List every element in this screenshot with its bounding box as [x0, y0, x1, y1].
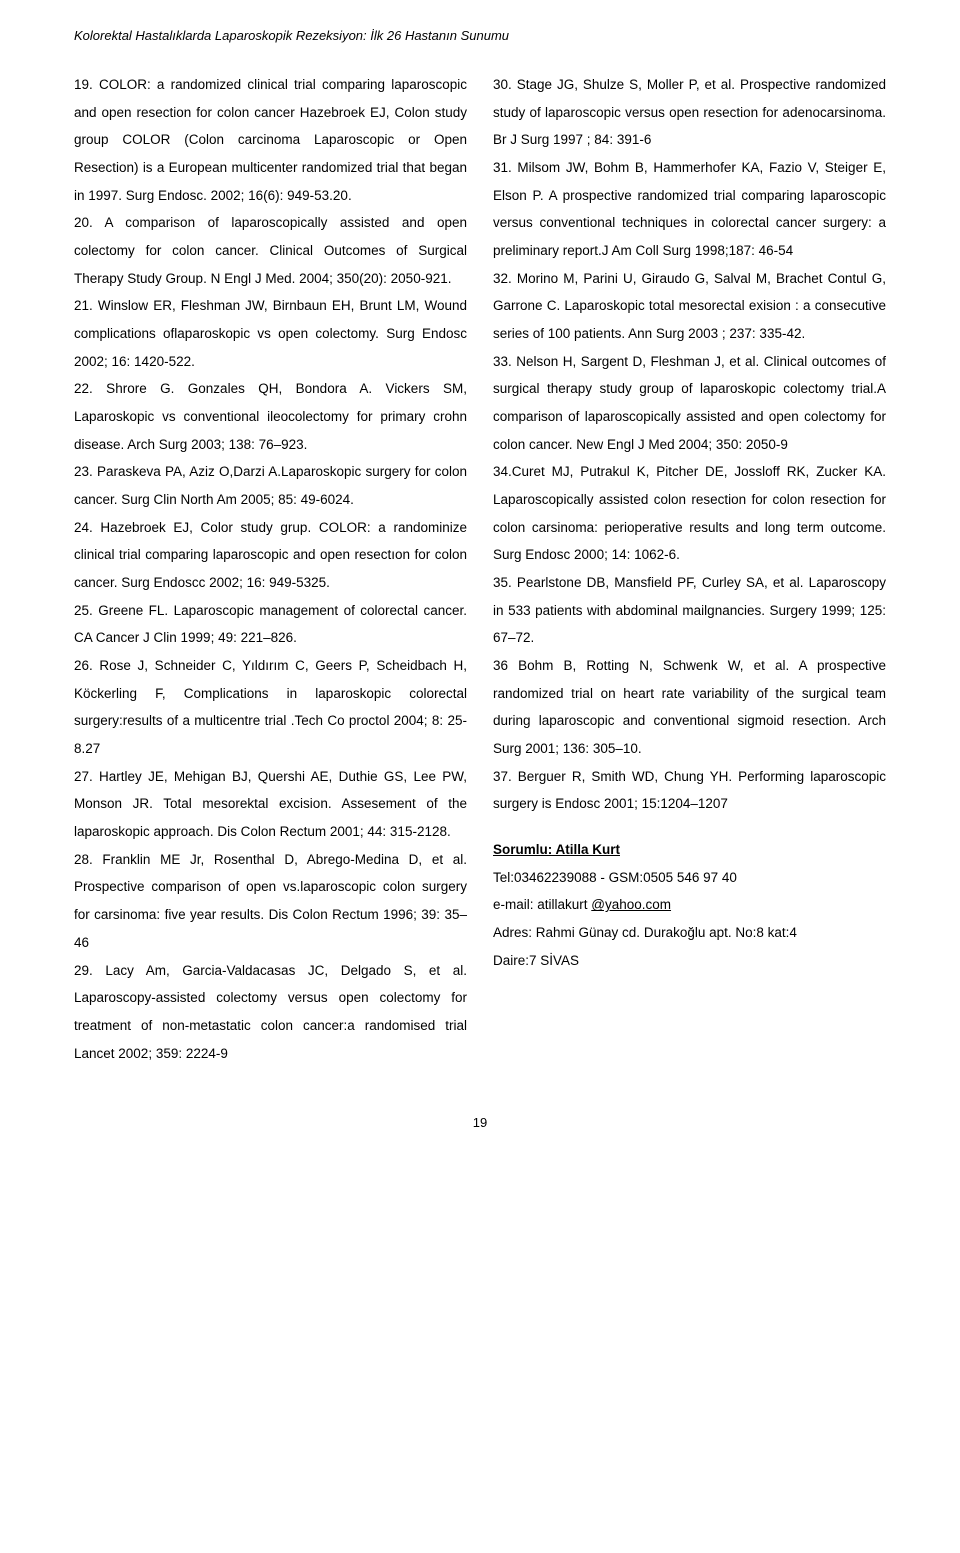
reference-31: 31. Milsom JW, Bohm B, Hammerhofer KA, F…	[493, 154, 886, 265]
corresponding-email: e-mail: atillakurt @yahoo.com	[493, 891, 886, 919]
right-column: 30. Stage JG, Shulze S, Moller P, et al.…	[493, 71, 886, 1067]
reference-22: 22. Shrore G. Gonzales QH, Bondora A. Vi…	[74, 375, 467, 458]
reference-36: 36 Bohm B, Rotting N, Schwenk W, et al. …	[493, 652, 886, 763]
reference-28: 28. Franklin ME Jr, Rosenthal D, Abrego-…	[74, 846, 467, 957]
left-column: 19. COLOR: a randomized clinical trial c…	[74, 71, 467, 1067]
corresponding-email-label: e-mail: atillakurt	[493, 897, 591, 912]
page-number: 19	[74, 1115, 886, 1130]
reference-26: 26. Rose J, Schneider C, Yıldırım C, Gee…	[74, 652, 467, 763]
corresponding-address-1: Adres: Rahmi Günay cd. Durakoğlu apt. No…	[493, 919, 886, 947]
reference-21: 21. Winslow ER, Fleshman JW, Birnbaun EH…	[74, 292, 467, 375]
corresponding-tel: Tel:03462239088 - GSM:0505 546 97 40	[493, 864, 886, 892]
reference-27: 27. Hartley JE, Mehigan BJ, Quershi AE, …	[74, 763, 467, 846]
two-column-layout: 19. COLOR: a randomized clinical trial c…	[74, 71, 886, 1067]
corresponding-email-domain: @yahoo.com	[591, 897, 671, 912]
reference-30: 30. Stage JG, Shulze S, Moller P, et al.…	[493, 71, 886, 154]
reference-19-suffix: 949-53.20.	[287, 188, 352, 203]
reference-37: 37. Berguer R, Smith WD, Chung YH. Perfo…	[493, 763, 886, 818]
reference-35: 35. Pearlstone DB, Mansfield PF, Curley …	[493, 569, 886, 652]
reference-34: 34.Curet MJ, Putrakul K, Pitcher DE, Jos…	[493, 458, 886, 569]
running-header: Kolorektal Hastalıklarda Laparoskopik Re…	[74, 28, 886, 43]
reference-20: 20. A comparison of laparoscopically ass…	[74, 209, 467, 292]
reference-23: 23. Paraskeva PA, Aziz O,Darzi A.Laparos…	[74, 458, 467, 513]
reference-24: 24. Hazebroek EJ, Color study grup. COLO…	[74, 514, 467, 597]
reference-33: 33. Nelson H, Sargent D, Fleshman J, et …	[493, 348, 886, 459]
reference-32: 32. Morino M, Parini U, Giraudo G, Salva…	[493, 265, 886, 348]
reference-25: 25. Greene FL. Laparoscopic management o…	[74, 597, 467, 652]
reference-29: 29. Lacy Am, Garcia-Valdacasas JC, Delga…	[74, 957, 467, 1068]
corresponding-address-2: Daire:7 SİVAS	[493, 947, 886, 975]
corresponding-author-heading: Sorumlu: Atilla Kurt	[493, 836, 886, 864]
reference-19-part1: 19. COLOR: a randomized clinical trial c…	[74, 77, 467, 203]
